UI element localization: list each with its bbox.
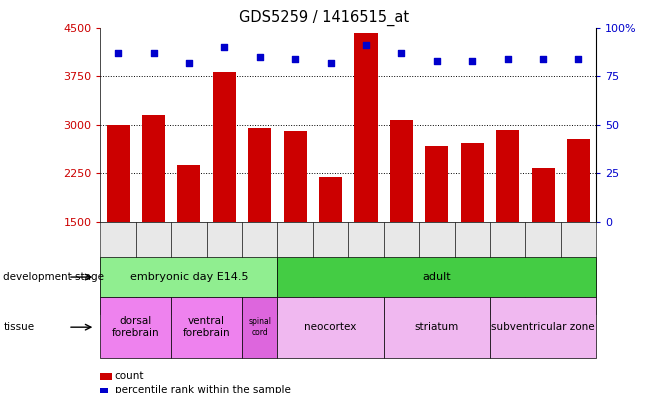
- Point: [219, 44, 229, 50]
- Point: [184, 59, 194, 66]
- Point: [432, 57, 442, 64]
- Point: [255, 53, 265, 60]
- Bar: [248, 128, 272, 222]
- Point: [290, 55, 301, 62]
- Point: [502, 55, 513, 62]
- Bar: [496, 130, 519, 222]
- Point: [361, 42, 371, 48]
- Point: [325, 59, 336, 66]
- Text: dorsal
forebrain: dorsal forebrain: [112, 316, 159, 338]
- Bar: [107, 125, 130, 222]
- Point: [573, 55, 584, 62]
- Point: [148, 50, 159, 56]
- Bar: [461, 143, 484, 222]
- Bar: [354, 33, 378, 222]
- Text: percentile rank within the sample: percentile rank within the sample: [115, 385, 290, 393]
- Text: neocortex: neocortex: [305, 322, 357, 332]
- Bar: [567, 139, 590, 222]
- Bar: [284, 131, 307, 222]
- Bar: [178, 165, 200, 222]
- Bar: [390, 119, 413, 222]
- Text: tissue: tissue: [3, 322, 34, 332]
- Point: [467, 57, 478, 64]
- Point: [538, 55, 548, 62]
- Bar: [142, 115, 165, 222]
- Text: subventricular zone: subventricular zone: [491, 322, 595, 332]
- Bar: [213, 72, 236, 222]
- Text: embryonic day E14.5: embryonic day E14.5: [130, 272, 248, 282]
- Text: ventral
forebrain: ventral forebrain: [183, 316, 231, 338]
- Text: GDS5259 / 1416515_at: GDS5259 / 1416515_at: [239, 10, 409, 26]
- Bar: [425, 145, 448, 222]
- Text: striatum: striatum: [415, 322, 459, 332]
- Text: spinal
cord: spinal cord: [248, 318, 272, 337]
- Point: [113, 50, 123, 56]
- Bar: [319, 177, 342, 222]
- Text: adult: adult: [422, 272, 451, 282]
- Bar: [531, 167, 555, 222]
- Point: [396, 50, 406, 56]
- Text: count: count: [115, 371, 145, 382]
- Text: development stage: development stage: [3, 272, 104, 282]
